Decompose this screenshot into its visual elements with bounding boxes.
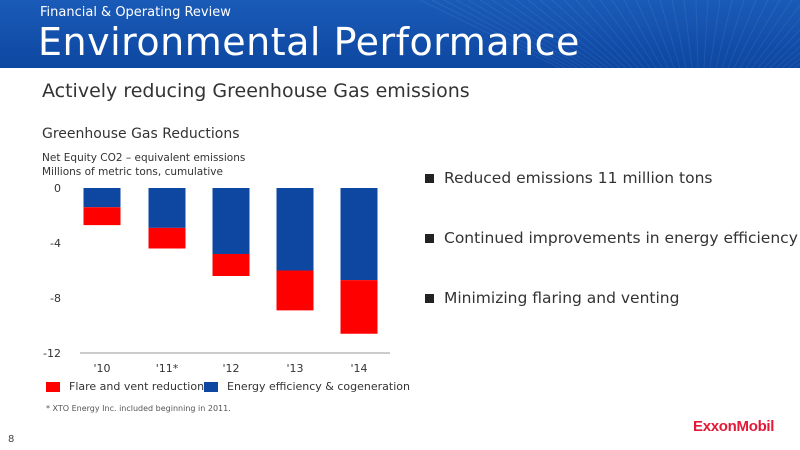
bar-segment	[83, 188, 121, 208]
chart-units: Net Equity CO2 – equivalent emissions Mi…	[42, 151, 245, 179]
banner-pattern-line	[721, 0, 745, 68]
banner-pattern-line	[623, 0, 663, 68]
header-banner: Financial & Operating Review Environment…	[0, 0, 800, 68]
banner-pattern-line	[635, 0, 669, 68]
bar-segment	[148, 188, 186, 228]
banner-pattern-line	[503, 0, 603, 68]
banner-pattern-line	[539, 0, 621, 68]
legend-label-flare: Flare and vent reduction	[69, 380, 205, 393]
bullet-square-icon	[425, 293, 434, 303]
y-tick-label: -8	[50, 292, 61, 305]
banner-pattern-line	[491, 0, 597, 68]
banner-pattern-line	[647, 0, 675, 68]
bar-segment	[83, 207, 121, 226]
bar-segment	[340, 188, 378, 281]
x-tick-label: '12	[222, 362, 239, 375]
banner-pattern-line	[751, 4, 800, 68]
banner-pattern-line	[683, 0, 693, 68]
banner-pattern-line	[715, 0, 733, 68]
x-tick-label: '14	[350, 362, 367, 375]
legend-label-energy: Energy efficiency & cogeneration	[227, 380, 410, 393]
bullet-text: Reduced emissions 11 million tons	[444, 169, 713, 187]
banner-pattern-line	[515, 0, 609, 68]
bullet-text: Minimizing flaring and venting	[444, 289, 680, 307]
banner-pattern-line	[587, 0, 645, 68]
banner-pattern-line	[671, 0, 687, 68]
banner-pattern-line	[467, 0, 585, 68]
banner-pattern-line	[781, 52, 800, 68]
banner-pattern-line	[739, 0, 781, 68]
legend-swatch-flare	[46, 381, 60, 392]
legend-swatch-energy	[204, 381, 218, 392]
bullet-text: Continued improvements in energy efficie…	[444, 229, 798, 247]
banner-pattern-line	[659, 0, 681, 68]
banner-pattern-line	[551, 0, 627, 68]
banner-pattern-line	[769, 38, 800, 68]
legend-item-flare: Flare and vent reduction	[46, 380, 204, 393]
y-tick-label: 0	[54, 182, 61, 195]
chart-units-line-2: Millions of metric tons, cumulative	[42, 166, 223, 178]
banner-pattern-line	[527, 0, 615, 68]
bullet-list: Reduced emissions 11 million tons Contin…	[425, 166, 798, 346]
page-title: Environmental Performance	[38, 20, 580, 64]
banner-pattern-line	[775, 45, 800, 68]
banner-pattern-line	[599, 0, 651, 68]
bullet-square-icon	[425, 233, 434, 243]
legend-item-energy: Energy efficiency & cogeneration	[204, 380, 410, 393]
chart-units-line-1: Net Equity CO2 – equivalent emissions	[42, 152, 246, 164]
banner-pattern-line	[431, 0, 567, 68]
banner-pattern-line	[479, 0, 591, 68]
x-tick-label: '10	[93, 362, 110, 375]
banner-pattern	[419, 0, 800, 68]
banner-pattern-line	[611, 0, 657, 68]
x-tick-label: '11*	[156, 362, 179, 375]
banner-pattern-line	[443, 0, 573, 68]
banner-pattern-line	[455, 0, 579, 68]
bar-segment	[276, 188, 314, 271]
banner-pattern-line	[733, 0, 769, 68]
banner-pattern-line	[745, 0, 793, 68]
bar-segment	[276, 270, 314, 311]
slide-subtitle: Actively reducing Greenhouse Gas emissio…	[42, 80, 470, 102]
banner-pattern-line	[763, 29, 800, 68]
bar-segment	[212, 254, 250, 276]
y-tick-label: -4	[50, 237, 61, 250]
bullet-item: Continued improvements in energy efficie…	[425, 226, 798, 250]
bar-segment	[340, 280, 378, 334]
y-tick-label: -12	[43, 347, 61, 360]
footnote: * XTO Energy Inc. included beginning in …	[46, 404, 231, 413]
bar-segment	[148, 227, 186, 249]
bullet-square-icon	[425, 173, 434, 183]
section-label: Financial & Operating Review	[40, 5, 231, 20]
exxonmobil-logo: ExxonMobil	[693, 418, 775, 435]
banner-pattern-line	[695, 0, 699, 68]
bullet-item: Reduced emissions 11 million tons	[425, 166, 798, 190]
banner-pattern-line	[757, 17, 800, 68]
banner-pattern-line	[419, 0, 561, 68]
banner-pattern-line	[575, 0, 639, 68]
banner-pattern-line	[703, 0, 709, 68]
page-number: 8	[8, 434, 15, 445]
bar-segment	[212, 188, 250, 254]
banner-pattern-line	[563, 0, 633, 68]
chart-title: Greenhouse Gas Reductions	[42, 126, 240, 142]
x-tick-label: '13	[286, 362, 303, 375]
bullet-item: Minimizing flaring and venting	[425, 286, 798, 310]
banner-pattern-line	[727, 0, 757, 68]
banner-pattern-line	[709, 0, 721, 68]
